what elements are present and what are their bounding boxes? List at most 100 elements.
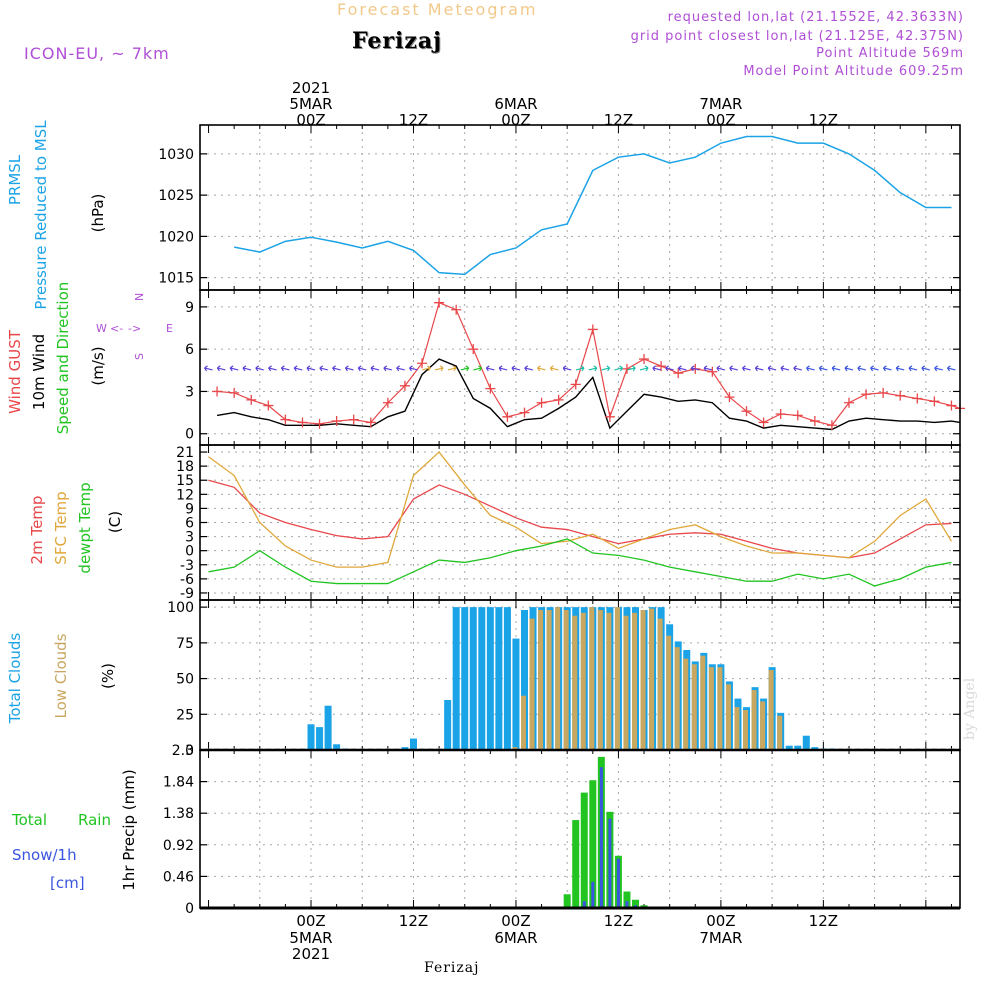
gust-marker [604,411,615,422]
y-tick-label: 75 [176,636,194,652]
gust-marker [656,361,667,372]
wind-direction-arrow [485,365,495,372]
wind-direction-arrow [524,365,533,372]
low-cloud-bar [674,647,680,750]
wind-direction-arrow [268,365,277,372]
low-cloud-bar [700,655,706,750]
wind-direction-arrow [895,365,905,372]
gust-marker [382,397,393,408]
gust-marker [297,417,308,428]
snow-bar [625,901,629,908]
wind-direction-arrow [690,365,700,372]
bottom-year-label: 2021 [292,945,330,963]
total-cloud-bar [785,745,793,750]
label-rain: Rain [78,811,111,829]
wind-direction-arrow [575,365,585,372]
gust-marker [468,344,479,355]
total-cloud-bar [452,607,460,750]
low-cloud-bar [632,612,638,750]
y-tick-label: 0 [185,901,194,917]
low-cloud-bar [580,612,586,750]
wind-direction-arrow [921,365,930,372]
bottom-hour-label: 12Z [809,912,838,930]
gust-marker [758,417,769,428]
low-cloud-bar [546,610,552,750]
wind-direction-arrow [639,365,649,372]
wind-direction-arrow [306,365,316,372]
wind-direction-arrow [498,365,508,372]
model-altitude: Model Point Altitude 609.25m [743,64,964,79]
label-2m-temp: 2m Temp [28,496,46,565]
gust-marker [229,387,240,398]
gust-marker [280,414,291,425]
y-tick-label: -6 [180,572,194,588]
label-total-clouds: Total Clouds [6,633,24,725]
wind-direction-arrow [793,365,802,372]
gust-marker [246,394,257,405]
total-cloud-bar [401,747,409,750]
total-cloud-bar [495,607,503,750]
snow-bar [591,881,595,908]
footer-station: Ferizaj [424,960,480,976]
label-low-clouds: Low Clouds [52,633,70,718]
bottom-hour-label: 12Z [604,912,633,930]
y-tick-label: 3 [185,384,194,400]
low-cloud-bar [743,710,749,750]
dewpoint-line [208,538,952,587]
rain-bar [589,780,597,908]
y-tick-label: 9 [185,300,194,316]
total-cloud-bar [444,700,452,750]
chart-title: Forecast Meteogram [337,0,538,19]
wind-direction-arrow [857,365,866,372]
low-cloud-bar [683,658,689,750]
low-cloud-bar [649,608,655,750]
gust-marker [946,400,957,411]
low-cloud-bar [572,615,578,750]
y-tick-label: 0 [185,544,194,560]
y-tick-label: 2.3 [172,743,194,759]
low-cloud-bar [708,667,714,750]
snow-bar [616,858,620,908]
gust-marker [724,392,735,403]
gust-marker [365,417,376,428]
wind-direction-arrow [677,365,687,372]
gust-marker [912,393,923,404]
gust-marker [639,354,650,365]
compass-s: S [133,353,146,360]
low-cloud-bar [751,690,757,750]
label-wind-gust: Wind GUST [6,329,24,414]
wind-direction-arrow [601,365,611,372]
rain-bar [623,891,631,908]
gust-marker [587,324,598,335]
gust-marker [741,406,752,417]
y-tick-label: 3 [185,530,194,546]
label-sfc-temp: SFC Temp [52,491,70,564]
label-snow: Snow/1h [12,846,77,864]
gust-marker [861,389,872,400]
low-cloud-bar [512,747,518,750]
y-tick-label: 1.38 [163,806,194,822]
low-cloud-bar [589,607,595,750]
total-cloud-bar [333,744,341,750]
compass-n: N [133,293,146,301]
snow-bar [599,767,603,908]
rain-bar [572,820,580,908]
gust-marker [485,383,496,394]
wind-direction-arrow [434,365,444,372]
total-cloud-bar [324,705,332,750]
top-hour-label: 00Z [706,111,735,129]
wind-direction-arrow [422,365,431,372]
low-cloud-bar [614,607,620,750]
wind-direction-arrow [280,365,290,372]
y-tick-label: 1025 [158,188,194,204]
gust-marker [895,390,906,401]
top-hour-label: 00Z [296,111,325,129]
low-cloud-bar [760,701,766,750]
panel-frame [199,124,961,291]
gust-marker [673,368,684,379]
gust-marker [929,396,940,407]
low-cloud-bar [606,612,612,750]
wind-direction-arrow [703,365,713,372]
unit-precip: 1hr Precip (mm) [120,769,138,890]
